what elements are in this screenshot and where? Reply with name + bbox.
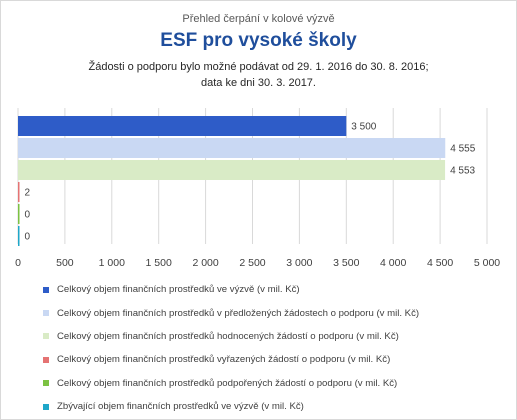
bar xyxy=(18,116,347,136)
bar xyxy=(18,204,20,224)
legend-swatch xyxy=(43,403,49,410)
bar xyxy=(18,226,20,246)
x-tick-label: 0 xyxy=(15,257,21,269)
legend-item: Celkový objem finančních prostředků podp… xyxy=(43,372,513,395)
legend-swatch xyxy=(43,310,49,317)
bar xyxy=(18,182,20,202)
x-tick-label: 4 000 xyxy=(380,257,406,269)
x-tick-label: 1 500 xyxy=(146,257,172,269)
legend-label: Celkový objem finančních prostředků vyřa… xyxy=(57,354,391,366)
legend-item: Celkový objem finančních prostředků v př… xyxy=(43,301,513,324)
x-tick-label: 1 000 xyxy=(99,257,125,269)
subtitle-line-2: data ke dni 30. 3. 2017. xyxy=(201,77,316,89)
legend-item: Celkový objem finančních prostředků ve v… xyxy=(43,278,513,301)
x-tick-label: 4 500 xyxy=(427,257,453,269)
x-tick-label: 3 000 xyxy=(286,257,312,269)
bar xyxy=(18,160,446,180)
legend-swatch xyxy=(43,333,49,340)
legend-label: Celkový objem finančních prostředků podp… xyxy=(57,377,398,389)
legend-label: Celkový objem finančních prostředků ve v… xyxy=(57,284,300,296)
legend-swatch xyxy=(43,356,49,363)
legend-item: Celkový objem finančních prostředků vyřa… xyxy=(43,348,513,371)
x-tick-label: 2 000 xyxy=(192,257,218,269)
legend-label: Celkový objem finančních prostředků hodn… xyxy=(57,330,399,342)
legend-swatch xyxy=(43,380,49,387)
data-label: 0 xyxy=(25,232,31,243)
data-label: 4 555 xyxy=(450,144,475,155)
legend-label: Zbývající objem finančních prostředků ve… xyxy=(57,401,304,413)
x-tick-label: 500 xyxy=(56,257,74,269)
data-label: 0 xyxy=(25,210,31,221)
x-tick-label: 3 500 xyxy=(333,257,359,269)
legend-item: Celkový objem finančních prostředků hodn… xyxy=(43,325,513,348)
chart-subtitle: Žádosti o podporu bylo možné podávat od … xyxy=(0,59,517,91)
chart-legend: Celkový objem finančních prostředků ve v… xyxy=(43,278,513,418)
data-label: 2 xyxy=(25,188,31,199)
bar xyxy=(18,138,446,158)
data-label: 3 500 xyxy=(351,122,376,133)
legend-swatch xyxy=(43,286,49,293)
chart-supertitle: Přehled čerpání v kolové výzvě xyxy=(182,13,335,25)
x-tick-label: 5 000 xyxy=(474,257,500,269)
subtitle-line-1: Žádosti o podporu bylo možné podávat od … xyxy=(88,61,429,73)
legend-item: Zbývající objem finančních prostředků ve… xyxy=(43,395,513,418)
legend-label: Celkový objem finančních prostředků v př… xyxy=(57,307,420,319)
chart-title: ESF pro vysoké školy xyxy=(160,30,357,51)
data-label: 4 553 xyxy=(450,166,475,177)
x-tick-label: 2 500 xyxy=(239,257,265,269)
